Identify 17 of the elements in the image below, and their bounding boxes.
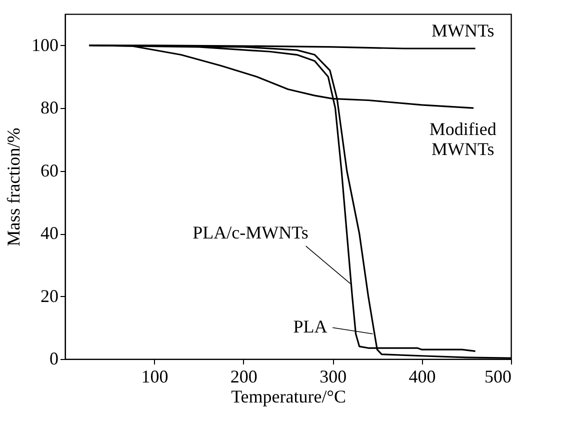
series-label: MWNTs xyxy=(431,20,494,40)
y-tick-label: 80 xyxy=(40,98,58,118)
x-tick-label: 100 xyxy=(141,366,168,386)
legend-label: PLA xyxy=(293,316,328,337)
x-tick-label: 200 xyxy=(230,366,258,386)
y-tick-label: 60 xyxy=(40,160,58,180)
x-tick-label: 400 xyxy=(408,366,436,386)
series-label: Modified MWNTs xyxy=(429,119,496,160)
y-tick-label: 0 xyxy=(50,348,58,368)
y-axis-title: Mass fraction/% xyxy=(4,128,24,246)
y-tick-label: 40 xyxy=(40,223,58,244)
y-tick-label: 20 xyxy=(40,286,58,306)
x-axis-title: Temperature/°C xyxy=(231,386,346,406)
y-tick-label: 100 xyxy=(32,34,58,55)
x-tick-label: 300 xyxy=(320,366,347,386)
x-tick-label: 500 xyxy=(484,366,512,386)
text: PLA/c-MWNTs xyxy=(192,222,308,243)
